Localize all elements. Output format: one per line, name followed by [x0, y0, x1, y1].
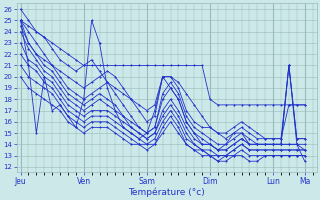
X-axis label: Température (°c): Température (°c) — [128, 187, 205, 197]
